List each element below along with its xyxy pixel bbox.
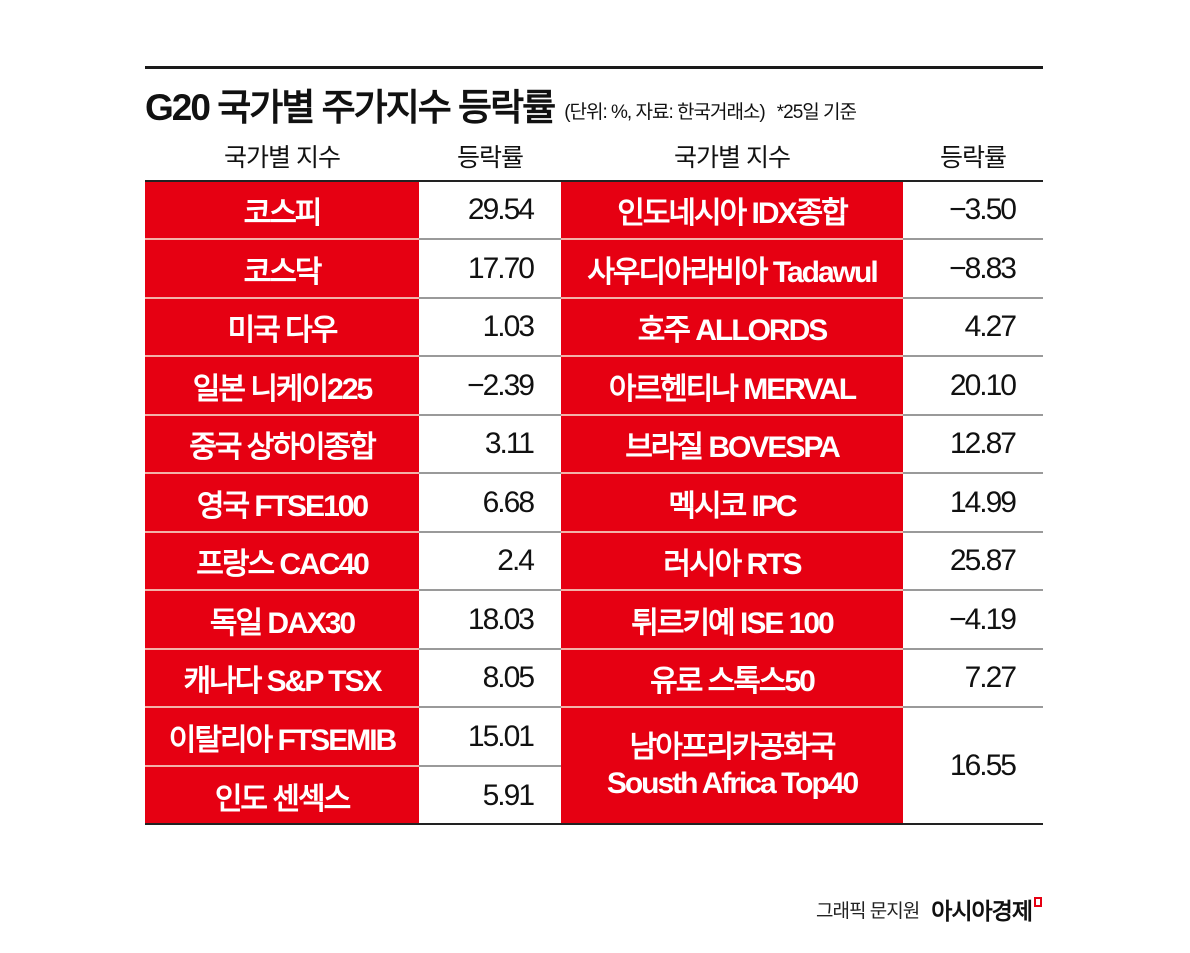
right-row-name: 브라질 BOVESPA xyxy=(561,416,903,474)
right-row-value: 25.87 xyxy=(903,533,1043,591)
right-row-value: −8.83 xyxy=(903,240,1043,299)
left-row-value: 15.01 xyxy=(419,708,561,767)
index-table: 코스피 29.54 코스닥 17.70 미국 다우 1.03 일본 니케이225… xyxy=(145,182,1043,824)
right-row-name: 인도네시아 IDX종합 xyxy=(561,182,903,240)
page-title: G20 국가별 주가지수 등락률 xyxy=(145,87,556,128)
basis-note: *25일 기준 xyxy=(776,102,857,123)
table-top-rule xyxy=(145,180,1043,182)
left-row-name: 독일 DAX30 xyxy=(145,591,419,650)
table-grid: 코스피 29.54 코스닥 17.70 미국 다우 1.03 일본 니케이225… xyxy=(145,182,1043,824)
right-row-name: 호주 ALLORDS xyxy=(561,299,903,357)
left-row-value: 2.4 xyxy=(419,533,561,591)
right-row-value: 20.10 xyxy=(903,357,1043,416)
column-header-left-value: 등락률 xyxy=(456,144,524,172)
right-row-name: 사우디아라비아 Tadawul xyxy=(561,240,903,299)
column-header-right-value: 등락률 xyxy=(939,144,1007,172)
left-row-value: 1.03 xyxy=(419,299,561,357)
left-row-name: 이탈리아 FTSEMIB xyxy=(145,708,419,767)
right-row-name-merged: 남아프리카공화국 Sousth Africa Top40 xyxy=(561,708,903,824)
right-row-value: 12.87 xyxy=(903,416,1043,474)
right-row-value: 4.27 xyxy=(903,299,1043,357)
column-header-right-name: 국가별 지수 xyxy=(674,144,791,172)
graphic-credit: 그래픽 문지원 xyxy=(816,900,920,922)
brand-mark-icon xyxy=(1034,897,1042,907)
brand-logo: 아시아경제 xyxy=(931,898,1033,924)
right-row-name-line2: Sousth Africa Top40 xyxy=(606,767,859,800)
right-row-value-merged: 16.55 xyxy=(903,708,1043,824)
right-row-name: 유로 스톡스50 xyxy=(561,650,903,708)
right-row-value: 7.27 xyxy=(903,650,1043,708)
right-row-name: 멕시코 IPC xyxy=(561,474,903,533)
left-row-name: 영국 FTSE100 xyxy=(145,474,419,533)
left-row-name: 일본 니케이225 xyxy=(145,357,419,416)
right-row-name: 튀르키예 ISE 100 xyxy=(561,591,903,650)
left-row-name: 프랑스 CAC40 xyxy=(145,533,419,591)
left-row-name: 코스닥 xyxy=(145,240,419,299)
left-row-name: 미국 다우 xyxy=(145,299,419,357)
left-row-value: 29.54 xyxy=(419,182,561,240)
right-row-name-line1: 남아프리카공화국 xyxy=(629,731,837,764)
left-row-name: 코스피 xyxy=(145,182,419,240)
title-row: G20 국가별 주가지수 등락률 (단위: %, 자료: 한국거래소) *25일… xyxy=(145,84,1045,128)
left-row-value: −2.39 xyxy=(419,357,561,416)
footer: 그래픽 문지원 아시아경제 xyxy=(816,892,1042,926)
right-row-value: 14.99 xyxy=(903,474,1043,533)
right-row-name: 아르헨티나 MERVAL xyxy=(561,357,903,416)
left-row-name: 캐나다 S&P TSX xyxy=(145,650,419,708)
unit-note: (단위: %, 자료: 한국거래소) xyxy=(564,102,766,123)
left-row-value: 18.03 xyxy=(419,591,561,650)
left-row-value: 8.05 xyxy=(419,650,561,708)
left-row-value: 6.68 xyxy=(419,474,561,533)
left-row-name: 중국 상하이종합 xyxy=(145,416,419,474)
right-row-name: 러시아 RTS xyxy=(561,533,903,591)
right-row-value: −3.50 xyxy=(903,182,1043,240)
top-rule xyxy=(145,66,1043,69)
left-row-value: 3.11 xyxy=(419,416,561,474)
right-row-value: −4.19 xyxy=(903,591,1043,650)
left-row-name: 인도 센섹스 xyxy=(145,767,419,824)
column-header-left-name: 국가별 지수 xyxy=(224,144,341,172)
left-row-value: 17.70 xyxy=(419,240,561,299)
left-row-value: 5.91 xyxy=(419,767,561,824)
table-bottom-rule xyxy=(145,823,1043,825)
